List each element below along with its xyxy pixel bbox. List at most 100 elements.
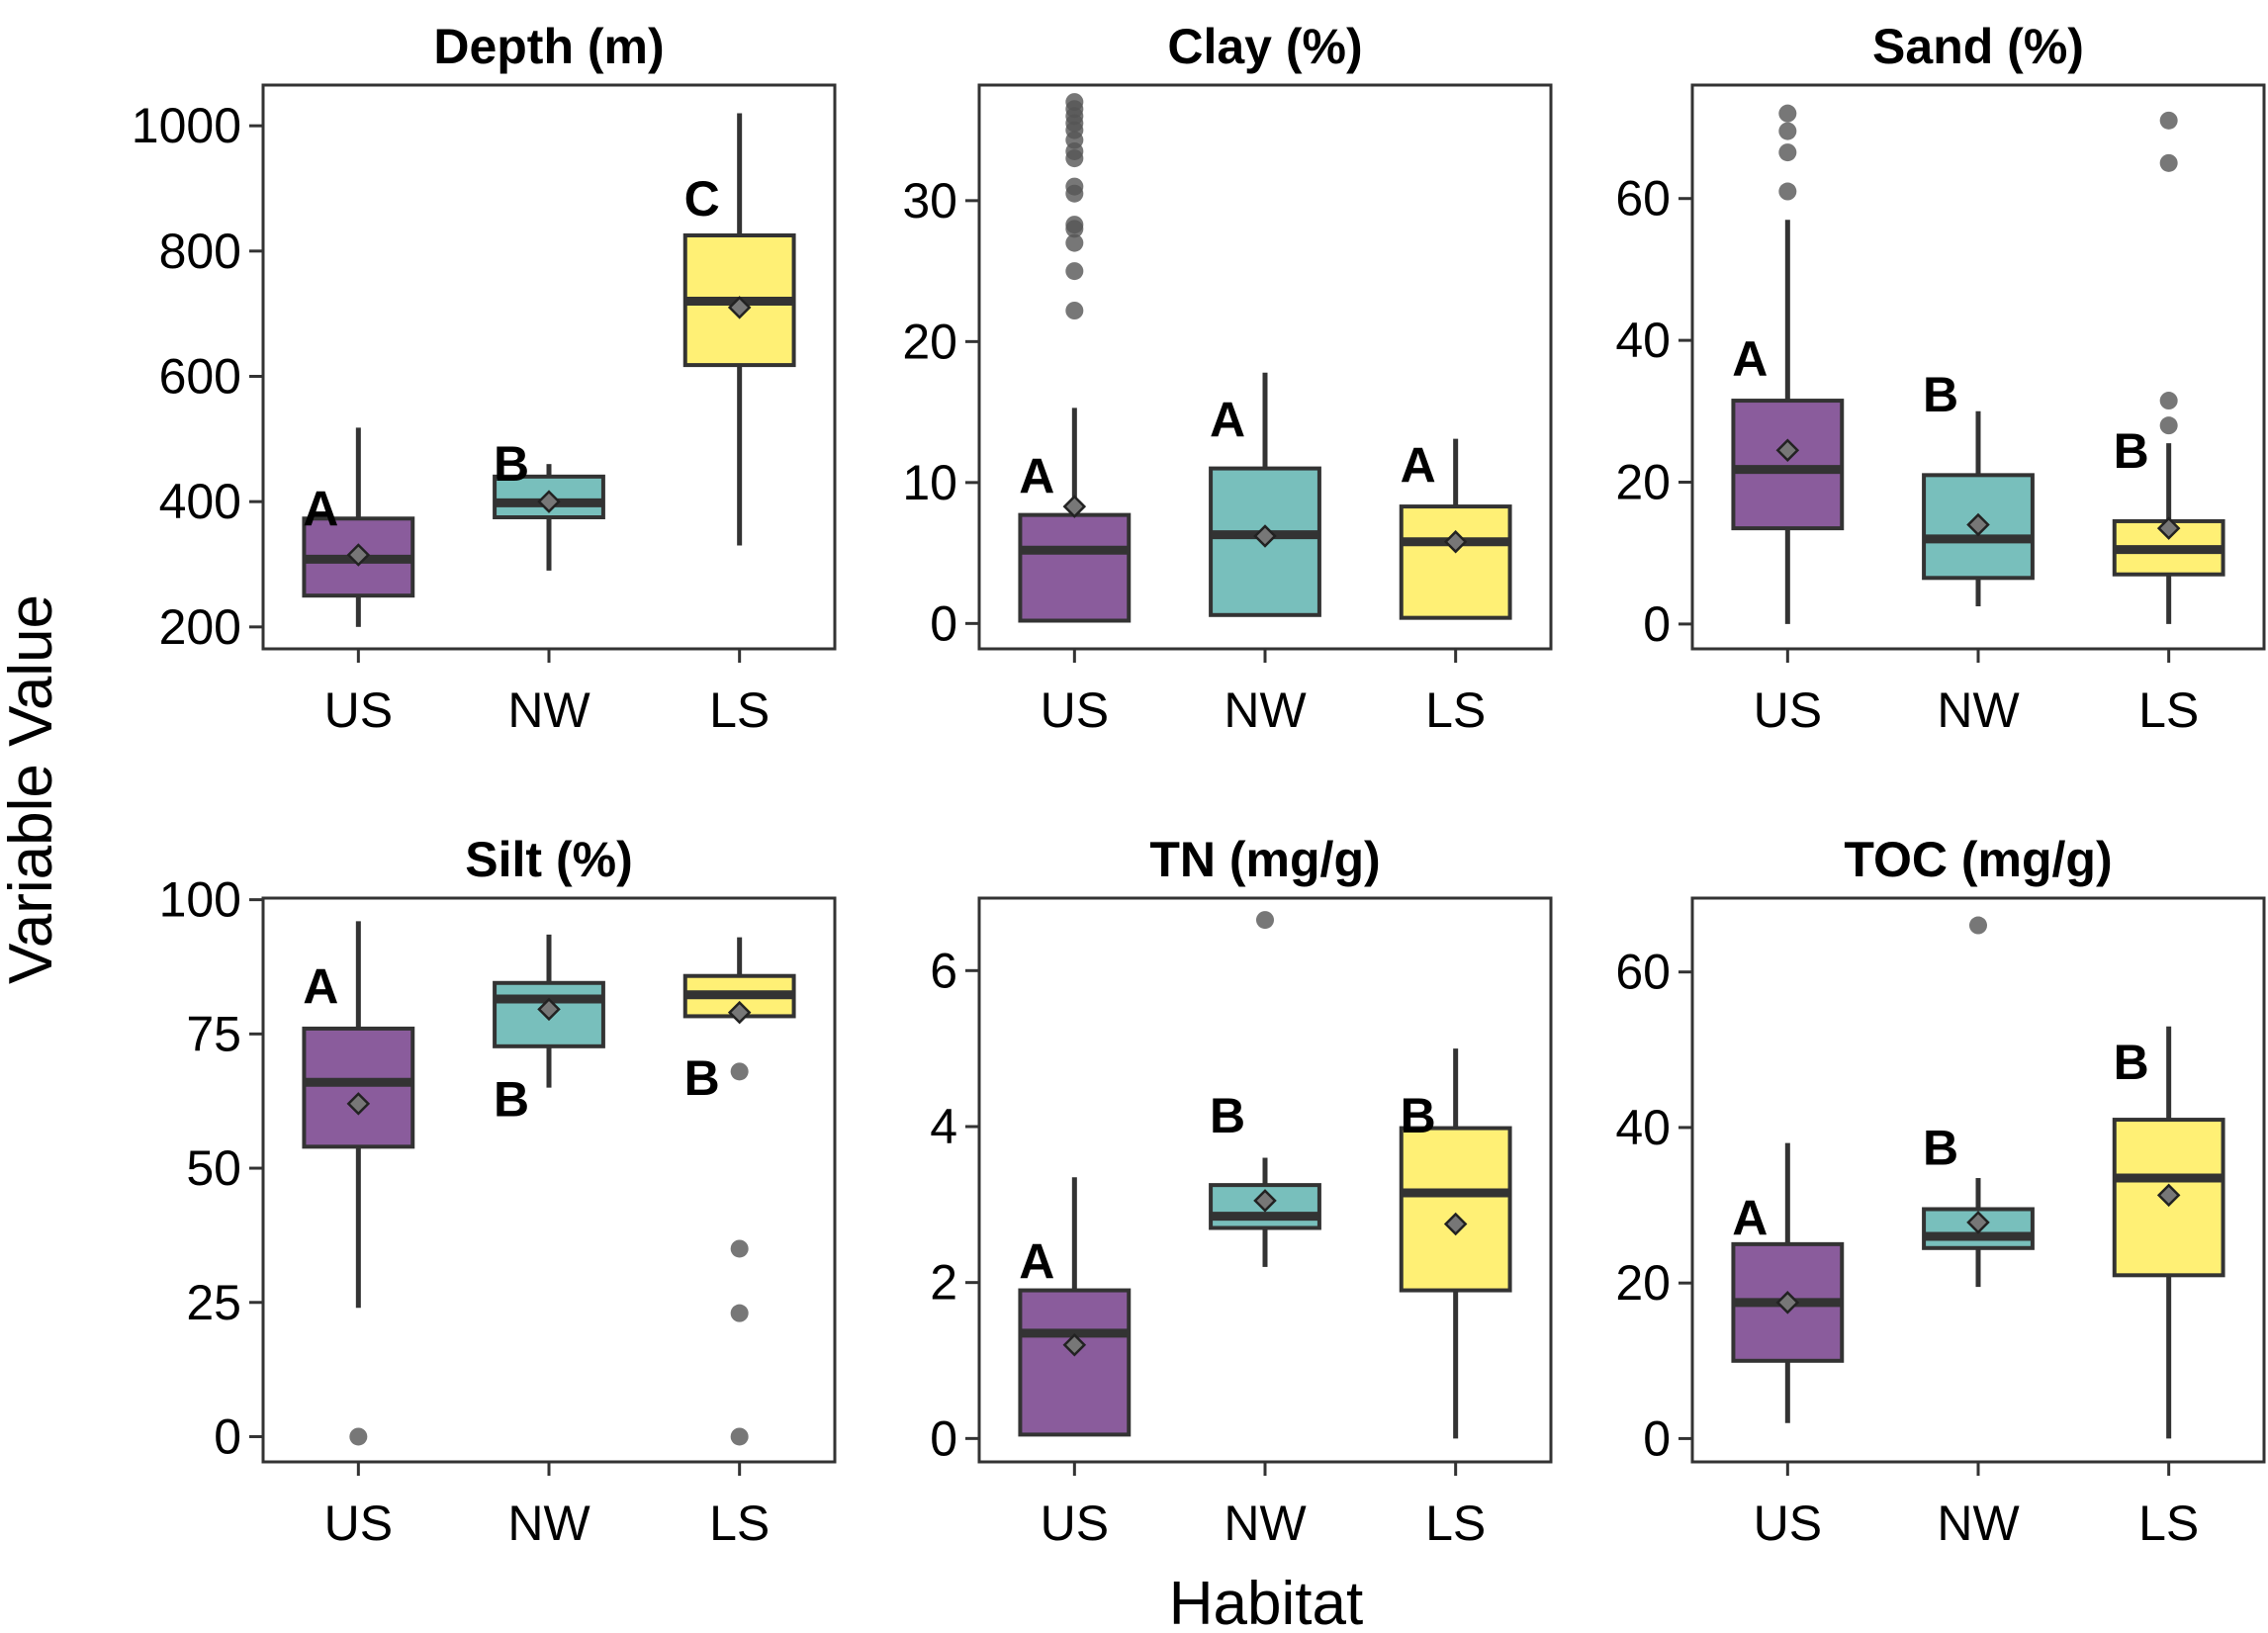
outlier-point — [1065, 302, 1084, 319]
x-tick-label: US — [1041, 682, 1109, 738]
x-axis-title: Habitat — [1169, 1570, 1363, 1633]
box-us: A — [1018, 1177, 1132, 1437]
box-ls: B — [2112, 1026, 2225, 1439]
panel: Silt (%) 0 25 50 75 100 US NW LS A B B — [159, 832, 837, 1551]
y-tick-label: 0 — [1643, 596, 1671, 652]
outlier-point — [2159, 416, 2178, 435]
y-tick-label: 0 — [1643, 1410, 1671, 1466]
significance-letter: B — [684, 1050, 720, 1106]
box-us: A — [1731, 104, 1845, 624]
outlier-point — [2159, 153, 2178, 172]
box-ls: B — [682, 937, 796, 1446]
x-tick-label: US — [1754, 1496, 1822, 1551]
panel-title: TN (mg/g) — [1149, 832, 1380, 887]
y-tick-label: 4 — [930, 1099, 957, 1154]
box-iqr — [1399, 504, 1512, 620]
panel: Sand (%) 0 20 40 60 US NW LS A B B — [1615, 19, 2266, 738]
outlier-point — [1778, 143, 1797, 162]
box-us: A — [1018, 93, 1132, 623]
significance-letter: B — [1923, 1121, 1958, 1176]
y-tick-label: 2 — [930, 1255, 957, 1311]
outlier-point — [349, 1427, 368, 1446]
box-iqr — [1018, 512, 1132, 623]
x-tick-label: US — [1041, 1496, 1109, 1551]
mean-marker — [1966, 1211, 1990, 1234]
outlier-point — [2159, 111, 2178, 130]
outlier-point — [1065, 233, 1084, 252]
x-tick-label: LS — [1425, 682, 1486, 738]
outlier-point — [1256, 911, 1274, 930]
outlier-point — [730, 1304, 749, 1322]
panel-frame — [261, 83, 837, 651]
mean-marker — [346, 1092, 371, 1116]
box-nw: B — [1209, 911, 1321, 1267]
outlier-point — [730, 1427, 749, 1446]
significance-letter: A — [1732, 331, 1768, 387]
panel-title: TOC (mg/g) — [1844, 832, 2112, 887]
panel-title: Silt (%) — [465, 832, 632, 887]
y-tick-label: 10 — [902, 455, 957, 510]
box-iqr — [1731, 399, 1845, 531]
y-tick-label: 20 — [1615, 1255, 1671, 1311]
significance-letter: B — [1923, 367, 1958, 422]
mean-marker — [346, 543, 371, 567]
y-axis-title: Variable Value — [0, 594, 65, 984]
mean-marker — [537, 997, 561, 1022]
panel: TN (mg/g) 0 2 4 6 US NW LS A B B — [930, 832, 1553, 1551]
panel: Depth (m) 200 400 600 800 1000 US NW LS A B C — [132, 19, 837, 738]
x-tick-label: NW — [507, 1496, 590, 1551]
x-tick-label: NW — [1224, 1496, 1307, 1551]
y-tick-label: 6 — [930, 943, 957, 998]
box-us: A — [302, 921, 415, 1446]
panel-title: Sand (%) — [1872, 19, 2084, 74]
mean-marker — [537, 490, 561, 513]
y-tick-label: 200 — [159, 599, 241, 655]
y-tick-label: 60 — [1615, 945, 1671, 1000]
mean-marker — [727, 1000, 752, 1025]
outlier-point — [730, 1062, 749, 1081]
outlier-point — [1065, 177, 1084, 196]
y-tick-label: 40 — [1615, 313, 1671, 368]
y-tick-label: 0 — [930, 1410, 957, 1466]
mean-marker — [1775, 1291, 1800, 1315]
x-tick-label: NW — [1937, 682, 2020, 738]
significance-letter: B — [1401, 1088, 1436, 1143]
outlier-point — [1969, 916, 1987, 935]
outlier-point — [1778, 104, 1797, 123]
y-tick-label: 0 — [930, 595, 957, 651]
significance-letter: A — [1732, 1190, 1768, 1245]
significance-letter: C — [684, 171, 720, 227]
mean-marker — [2156, 516, 2181, 540]
x-tick-label: NW — [1937, 1496, 2020, 1551]
y-tick-label: 50 — [186, 1140, 241, 1196]
x-tick-label: LS — [2138, 682, 2199, 738]
mean-marker — [727, 296, 752, 319]
box-iqr — [1018, 1288, 1132, 1437]
outlier-point — [730, 1239, 749, 1258]
x-tick-label: NW — [507, 682, 590, 738]
box-nw: A — [1209, 372, 1321, 617]
x-tick-label: NW — [1224, 682, 1307, 738]
mean-marker — [1062, 495, 1087, 518]
panel-frame — [1690, 83, 2266, 651]
panel-frame — [261, 896, 837, 1464]
significance-letter: B — [2114, 1035, 2149, 1090]
mean-marker — [1443, 529, 1468, 554]
panel-title: Depth (m) — [433, 19, 664, 74]
significance-letter: B — [494, 1071, 529, 1127]
x-tick-label: LS — [1425, 1496, 1486, 1551]
box-nw: B — [493, 436, 605, 571]
y-tick-label: 20 — [1615, 455, 1671, 510]
box-ls: A — [1399, 437, 1512, 620]
y-tick-label: 600 — [159, 349, 241, 405]
panel: Clay (%) 0 10 20 30 US NW LS A A A — [902, 19, 1553, 738]
mean-marker — [1966, 512, 1990, 537]
y-tick-label: 0 — [214, 1408, 241, 1464]
mean-marker — [2156, 1183, 2181, 1208]
y-tick-label: 100 — [159, 872, 241, 928]
y-tick-label: 1000 — [132, 98, 241, 153]
significance-letter: A — [1210, 393, 1245, 448]
box-us: A — [302, 427, 415, 627]
outlier-point — [1065, 216, 1084, 234]
